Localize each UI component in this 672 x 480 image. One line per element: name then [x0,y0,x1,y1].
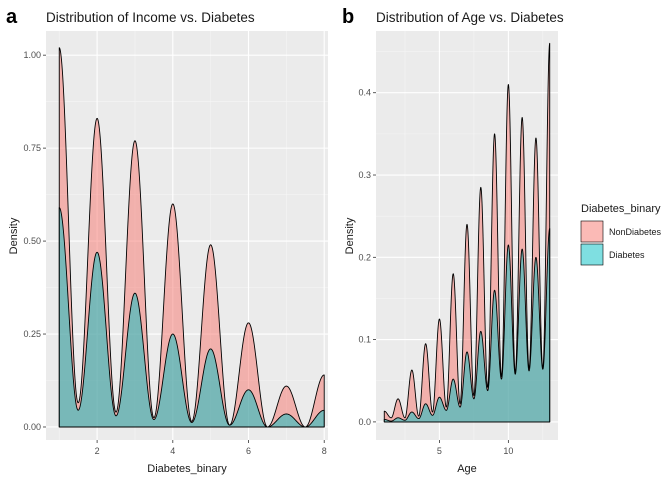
legend-key-diabetes [580,243,604,266]
y-tick-label: 0.25 [23,329,41,339]
x-tick-label: 6 [246,446,251,456]
x-tick-label: 2 [95,446,100,456]
x-tick-label: 8 [322,446,327,456]
legend-title: Diabetes_binary [581,203,661,215]
panel-a-y-axis-title: Density [8,217,20,254]
panel-a-density-areas [58,47,325,428]
panel-b-density-areas [383,42,551,423]
y-tick-label: 1.00 [23,50,41,60]
y-tick-label: 0.3 [358,170,371,180]
y-tick-label: 0.75 [23,143,41,153]
panel-b-y-axis-title: Density [344,217,356,254]
panel-b-x-axis-title: Age [457,463,477,475]
panel-a-title: Distribution of Income vs. Diabetes [46,10,255,25]
y-tick-label: 0.00 [23,422,41,432]
panel-a-x-axis-title: Diabetes_binary [147,463,227,475]
panel-b-y-ticks: 0.0 0.1 0.2 0.3 0.4 [358,88,376,427]
panel-a-letter: a [6,6,18,28]
x-tick-label: 10 [503,446,513,456]
y-tick-label: 0.1 [358,335,371,345]
density-area-nondiabetes [58,47,325,428]
panel-b-age-chart: 0.0 0.1 0.2 0.3 0.4 5 10 Age Density [344,31,558,475]
legend-key-nondiabetes [580,220,604,243]
panel-b-title: Distribution of Age vs. Diabetes [376,10,564,25]
legend-label-diabetes: Diabetes [609,250,645,260]
y-tick-label: 0.50 [23,236,41,246]
panel-b-x-ticks: 5 10 [437,440,513,456]
panel-b-letter: b [342,6,354,28]
y-tick-label: 0.2 [358,252,371,262]
legend: Diabetes_binary NonDiabetes Diabetes [580,203,662,266]
y-tick-label: 0.4 [358,88,371,98]
x-tick-label: 4 [170,446,175,456]
density-area-diabetes [58,207,325,428]
legend-label-nondiabetes: NonDiabetes [609,227,662,237]
density-area-diabetes [383,228,551,423]
panel-a-x-ticks: 2 4 6 8 [95,440,327,456]
x-tick-label: 5 [437,446,442,456]
y-tick-label: 0.0 [358,417,371,427]
panel-a-income-chart: 0.00 0.25 0.50 0.75 1.00 2 4 6 8 Diabetes_binar… [8,31,328,475]
panel-a-y-ticks: 0.00 0.25 0.50 0.75 1.00 [23,50,46,432]
